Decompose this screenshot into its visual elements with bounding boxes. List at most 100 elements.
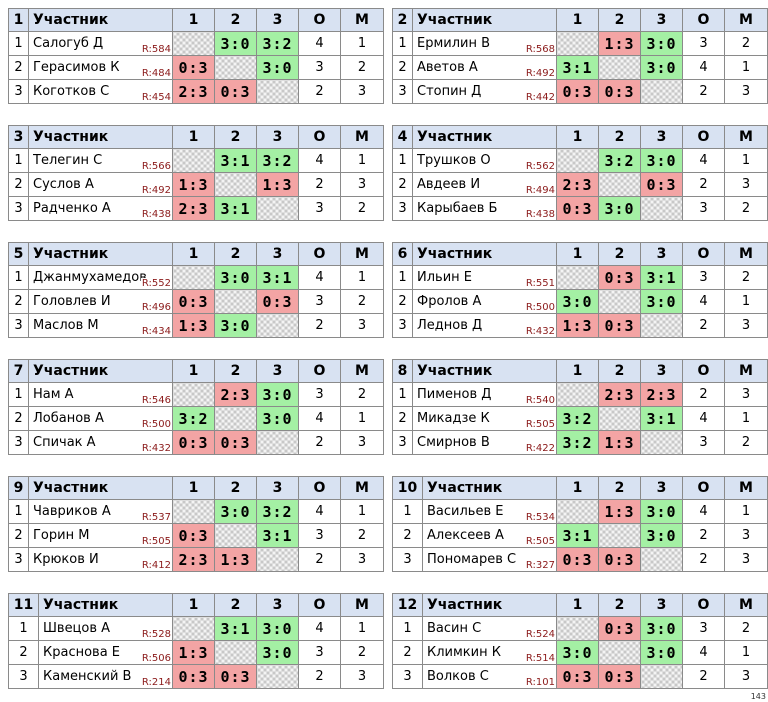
table-row: 2 Головлев И R:496 0:3 0:3 3 2 — [8, 289, 384, 314]
score-cell: 3:1 — [214, 148, 257, 173]
place-cell: 2 — [340, 196, 384, 221]
points-cell: 2 — [682, 172, 725, 197]
place-cell: 2 — [724, 616, 768, 641]
position-cell: 3 — [8, 313, 29, 338]
participant-header: Участник — [412, 359, 557, 383]
table-row: 1 Трушков О R:562 3:2 3:0 4 1 — [392, 148, 768, 173]
score-cell: 1:3 — [598, 31, 641, 56]
player-rating: R:492 — [524, 68, 555, 79]
points-cell: 4 — [298, 265, 341, 290]
place-cell: 2 — [340, 382, 384, 407]
table-row: 2 Авдеев И R:494 2:3 0:3 2 3 — [392, 172, 768, 197]
player-name: Лобанов А — [33, 411, 104, 426]
group-number: 2 — [392, 8, 413, 32]
self-cell — [214, 172, 257, 197]
player-cell: Лобанов А R:500 — [28, 406, 173, 431]
table-row: 3 Пономарев С R:327 0:3 0:3 2 3 — [392, 547, 768, 572]
score-cell: 0:3 — [172, 430, 215, 455]
column-header: О — [298, 242, 341, 266]
player-rating: R:500 — [524, 302, 555, 313]
position-cell: 2 — [392, 55, 413, 80]
score-cell: 0:3 — [598, 616, 641, 641]
player-cell: Головлев И R:496 — [28, 289, 173, 314]
score-cell: 0:3 — [556, 547, 599, 572]
place-cell: 1 — [724, 55, 768, 80]
player-name: Ильин Е — [417, 270, 472, 285]
column-header: 1 — [172, 242, 215, 266]
score-cell: 3:0 — [256, 640, 299, 665]
player-name: Трушков О — [417, 153, 491, 168]
score-cell: 1:3 — [598, 430, 641, 455]
player-rating: R:537 — [140, 512, 171, 523]
points-cell: 4 — [682, 499, 725, 524]
points-cell: 4 — [682, 640, 725, 665]
player-cell: Швецов А R:528 — [38, 616, 173, 641]
self-cell — [214, 55, 257, 80]
participant-header: Участник — [412, 125, 557, 149]
player-name: Телегин С — [33, 153, 103, 168]
score-cell: 3:0 — [214, 313, 257, 338]
player-cell: Васильев Е R:534 — [422, 499, 557, 524]
player-name: Коготков С — [33, 84, 110, 99]
place-cell: 1 — [724, 499, 768, 524]
player-name: Ермилин В — [417, 36, 491, 51]
position-cell: 1 — [392, 31, 413, 56]
table-row: 3 Маслов М R:434 1:3 3:0 2 3 — [8, 313, 384, 338]
score-cell: 0:3 — [556, 196, 599, 221]
player-cell: Леднов Д R:432 — [412, 313, 557, 338]
column-header: О — [298, 359, 341, 383]
column-header: 2 — [214, 125, 257, 149]
player-rating: R:568 — [524, 44, 555, 55]
player-name: Суслов А — [33, 177, 94, 192]
score-cell: 0:3 — [556, 79, 599, 104]
points-cell: 3 — [298, 382, 341, 407]
group-header-row: 9 Участник 1 2 3 О М — [8, 476, 384, 500]
player-name: Краснова Е — [43, 645, 121, 660]
participant-header: Участник — [28, 8, 173, 32]
participant-header: Участник — [412, 8, 557, 32]
player-cell: Нам А R:546 — [28, 382, 173, 407]
self-cell — [256, 313, 299, 338]
score-cell: 0:3 — [172, 289, 215, 314]
player-name: Аветов А — [417, 60, 478, 75]
place-cell: 2 — [340, 640, 384, 665]
table-row: 3 Леднов Д R:432 1:3 0:3 2 3 — [392, 313, 768, 338]
column-header: 1 — [556, 359, 599, 383]
group-header-row: 6 Участник 1 2 3 О М — [392, 242, 768, 266]
place-cell: 1 — [340, 406, 384, 431]
place-cell: 1 — [340, 499, 384, 524]
place-cell: 3 — [724, 172, 768, 197]
self-cell — [556, 499, 599, 524]
score-cell: 3:2 — [598, 148, 641, 173]
place-cell: 3 — [340, 313, 384, 338]
position-cell: 2 — [8, 172, 29, 197]
player-rating: R:438 — [140, 209, 171, 220]
points-cell: 3 — [682, 430, 725, 455]
self-cell — [598, 640, 641, 665]
player-rating: R:432 — [140, 443, 171, 454]
player-cell: Пименов Д R:540 — [412, 382, 557, 407]
position-cell: 3 — [8, 196, 29, 221]
points-cell: 2 — [298, 313, 341, 338]
column-header: М — [724, 8, 768, 32]
position-cell: 1 — [392, 499, 423, 524]
table-row: 1 Васин С R:524 0:3 3:0 3 2 — [392, 616, 768, 641]
self-cell — [556, 382, 599, 407]
self-cell — [640, 664, 683, 689]
score-cell: 0:3 — [640, 172, 683, 197]
score-cell: 0:3 — [598, 547, 641, 572]
points-cell: 2 — [682, 313, 725, 338]
position-cell: 3 — [392, 313, 413, 338]
player-cell: Коготков С R:454 — [28, 79, 173, 104]
group-table-11: 11 Участник 1 2 3 О М 1 Швецов А R:528 3:1 3:0 4 1 2 Кр… — [8, 593, 384, 689]
player-rating: R:551 — [524, 278, 555, 289]
player-rating: R:492 — [140, 185, 171, 196]
position-cell: 1 — [8, 616, 39, 641]
player-name: Радченко А — [33, 201, 111, 216]
player-rating: R:584 — [140, 44, 171, 55]
self-cell — [172, 616, 215, 641]
self-cell — [214, 406, 257, 431]
player-name: Крюков И — [33, 552, 99, 567]
score-cell: 3:0 — [640, 616, 683, 641]
score-cell: 3:0 — [256, 382, 299, 407]
